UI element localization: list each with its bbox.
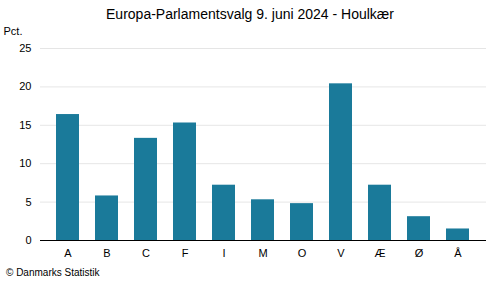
svg-text:Pct.: Pct. [4, 25, 23, 37]
svg-text:25: 25 [19, 42, 31, 54]
svg-text:B: B [103, 247, 110, 259]
html-text:© Danmarks Statistik: © Danmarks Statistik [6, 267, 100, 278]
svg-text:A: A [64, 247, 72, 259]
svg-text:O: O [298, 247, 307, 259]
svg-text:Ø: Ø [415, 247, 424, 259]
svg-text:F: F [182, 247, 189, 259]
svg-text:M: M [258, 247, 267, 259]
svg-text:0: 0 [25, 234, 31, 246]
svg-text:Å: Å [454, 247, 462, 259]
html-text:Europa-Parlamentsvalg 9. juni: Europa-Parlamentsvalg 9. juni 2024 - Hou… [106, 6, 394, 22]
svg-text:10: 10 [19, 157, 31, 169]
svg-text:V: V [337, 247, 345, 259]
svg-text:15: 15 [19, 119, 31, 131]
svg-text:5: 5 [25, 196, 31, 208]
svg-text:I: I [222, 247, 225, 259]
svg-text:Æ: Æ [375, 247, 386, 259]
svg-text:C: C [142, 247, 150, 259]
svg-text:20: 20 [19, 80, 31, 92]
